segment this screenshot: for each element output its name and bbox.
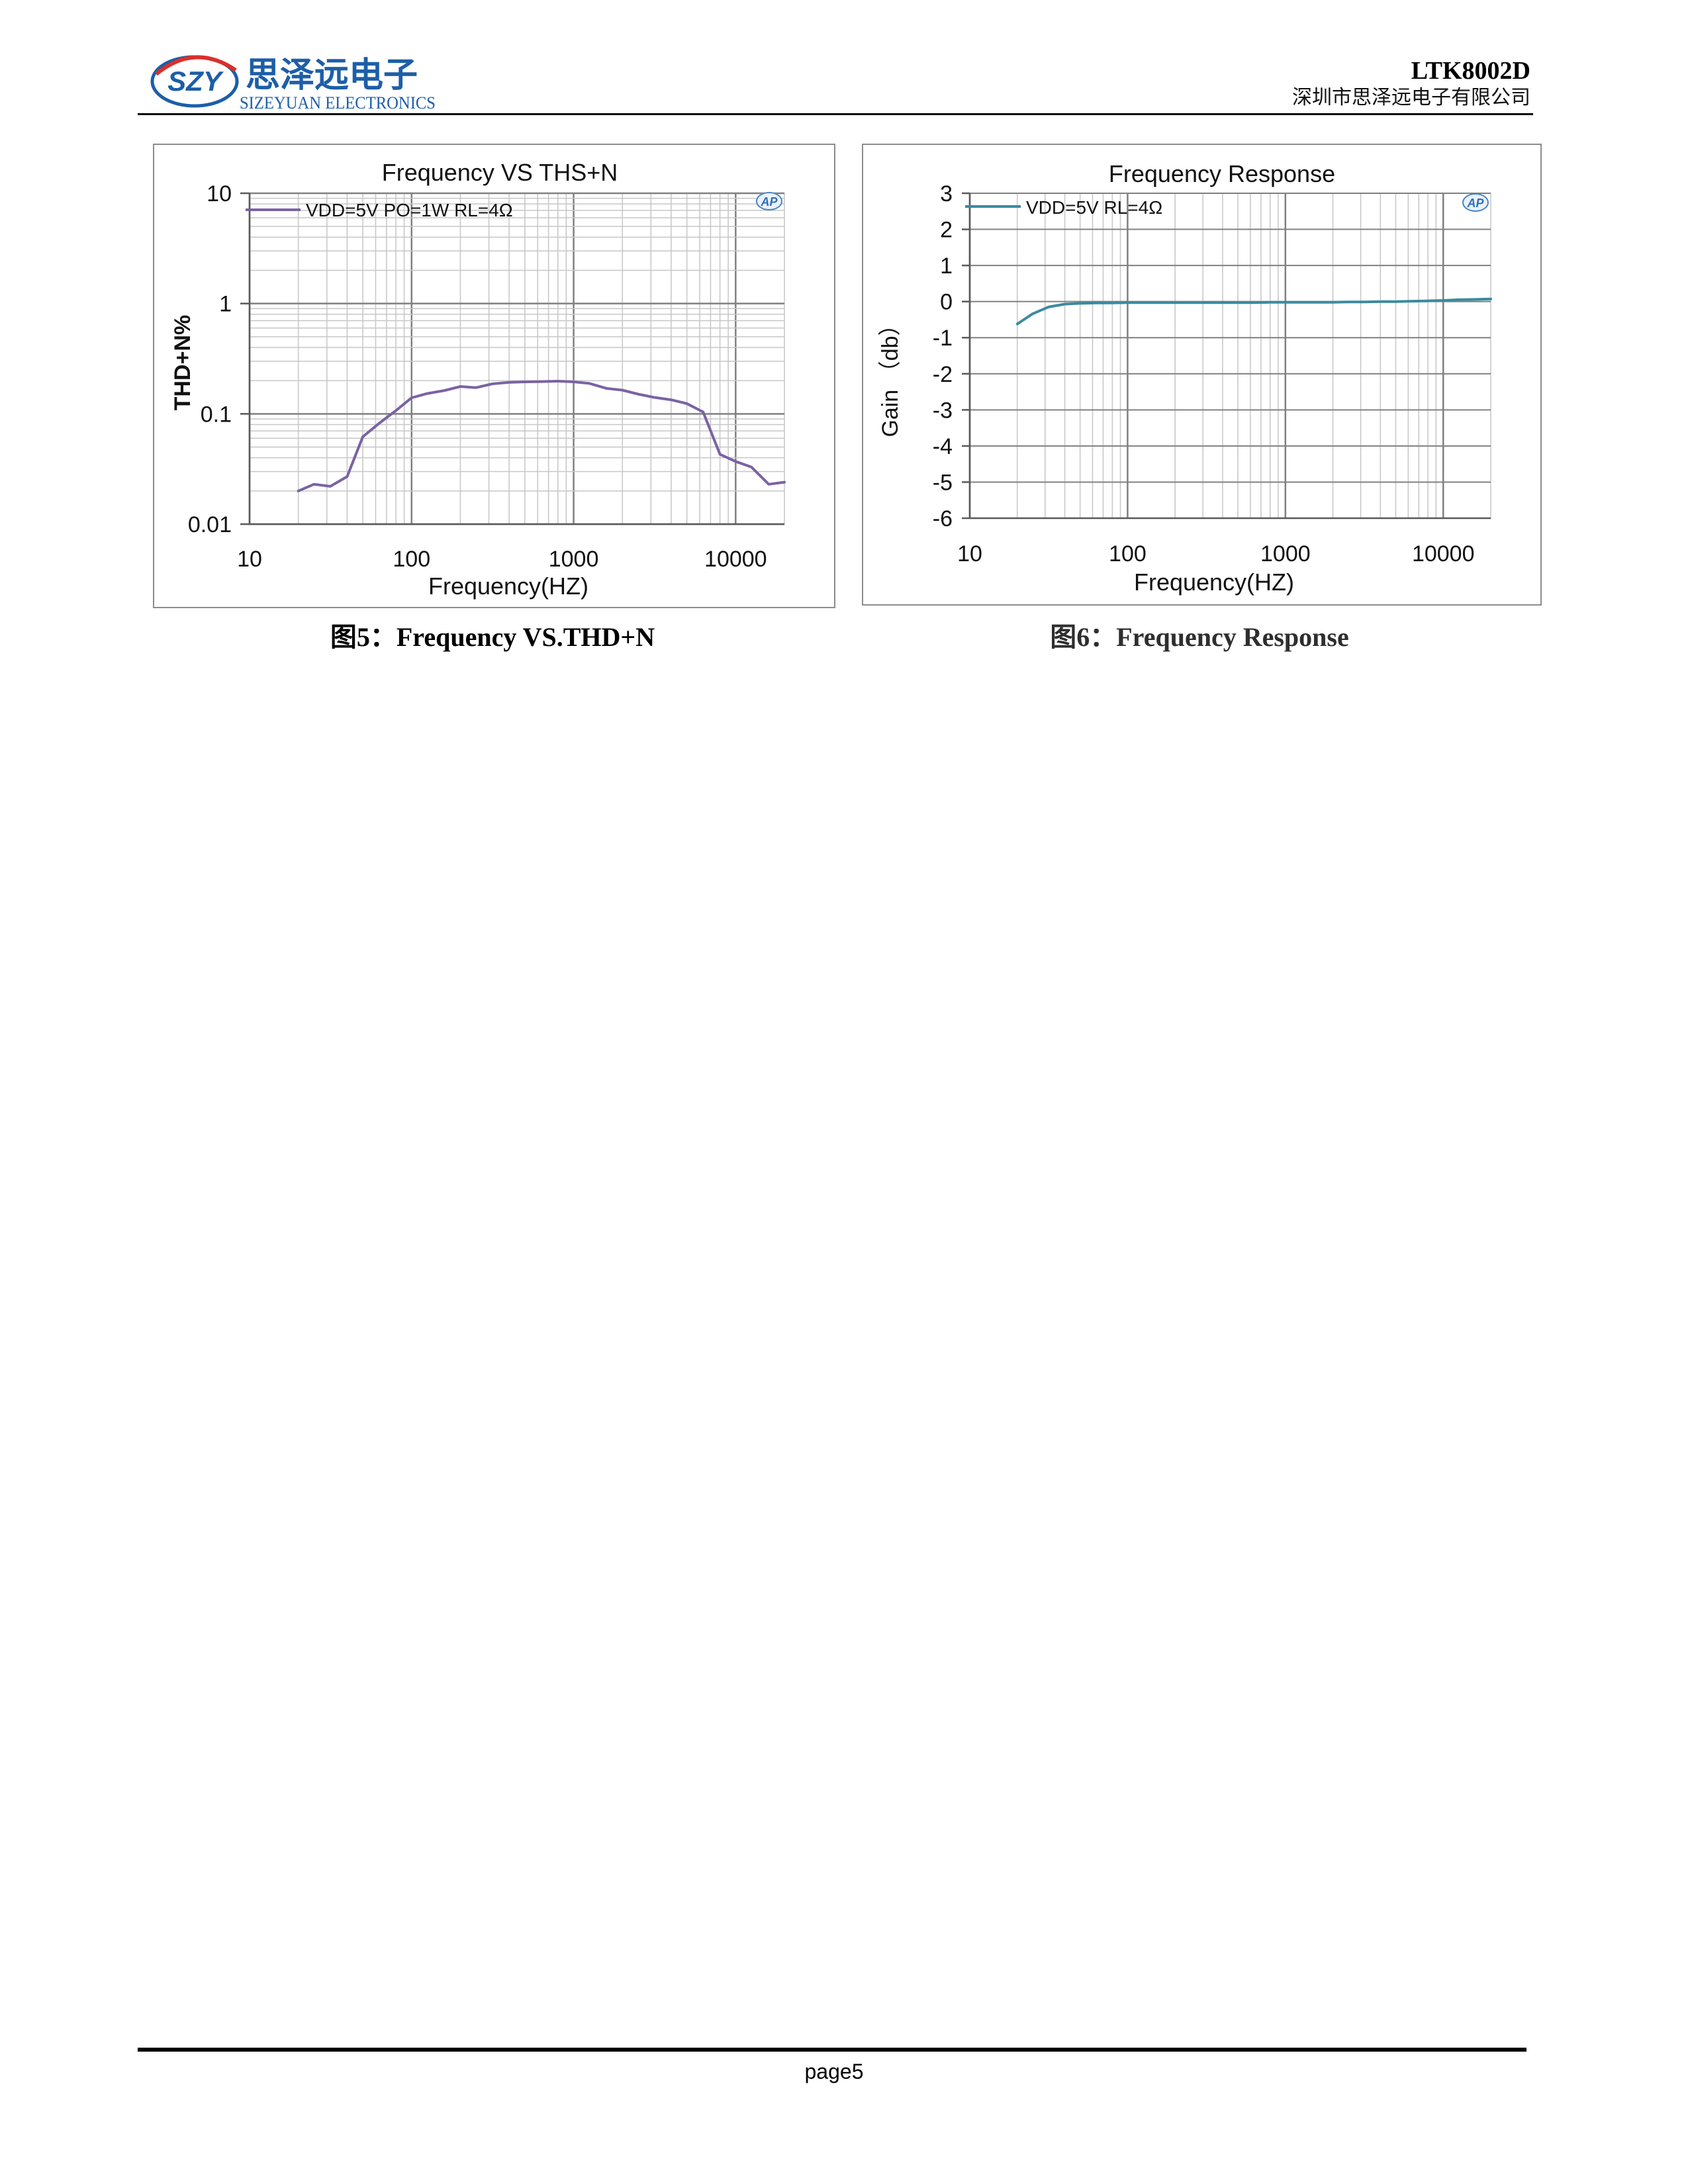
x-axis-title: Frequency(HZ) <box>428 572 588 600</box>
x-tick-label: 10 <box>957 541 982 567</box>
x-tick-label: 100 <box>393 547 430 572</box>
y-tick-label: 10 <box>207 181 232 206</box>
y-tick-label: 2 <box>940 218 953 243</box>
y-axis-title: THD+N% <box>170 315 195 411</box>
y-axis-title: Gain （db） <box>878 313 903 437</box>
x-tick-label: 10 <box>237 547 262 572</box>
y-tick-label: -3 <box>933 398 953 423</box>
y-tick-label: 1 <box>219 292 232 317</box>
ap-logo-text: AP <box>1466 197 1484 210</box>
logo-swoosh <box>155 55 237 76</box>
ap-logo-text: AP <box>760 195 778 208</box>
y-tick-label: -5 <box>933 470 953 495</box>
x-tick-label: 10000 <box>704 547 767 572</box>
y-tick-label: -4 <box>933 434 953 459</box>
y-tick-label: 0.01 <box>188 512 232 537</box>
x-tick-label: 100 <box>1109 541 1147 567</box>
ap-logo-ring <box>756 192 782 210</box>
ap-logo: AP <box>1462 193 1489 212</box>
figure-6-caption: 图6：Frequency Response <box>1050 622 1349 652</box>
page-number: page5 <box>804 2060 864 2083</box>
footer-rule <box>138 2048 1526 2052</box>
x-tick-label: 10000 <box>1412 541 1475 567</box>
company-name: 深圳市思泽远电子有限公司 <box>1292 87 1530 109</box>
series-line <box>1015 297 1492 326</box>
x-tick-label: 1000 <box>549 547 599 572</box>
series-line <box>297 379 786 492</box>
logo-mark-text: SZY <box>167 66 224 97</box>
y-tick-label: 3 <box>940 181 953 206</box>
y-tick-label: -1 <box>933 326 953 351</box>
y-tick-label: 0.1 <box>201 402 232 427</box>
chart-frame <box>153 144 835 608</box>
header-rule <box>138 113 1533 115</box>
legend-label: VDD=5V PO=1W RL=4Ω <box>306 200 513 220</box>
y-tick-label: 1 <box>940 253 953 279</box>
y-tick-label: 0 <box>940 290 953 315</box>
chart-title: Frequency VS THS+N <box>382 159 618 186</box>
y-tick-label: -2 <box>933 362 953 387</box>
figure-5-caption: 图5：Frequency VS.THD+N <box>330 622 655 652</box>
y-tick-label: -6 <box>933 506 953 531</box>
chart-title: Frequency Response <box>1109 160 1335 187</box>
logo-cn-name: 思泽远电子 <box>246 56 418 95</box>
logo-en-name: SIZEYUAN ELECTRONICS <box>240 93 436 113</box>
x-axis-title: Frequency(HZ) <box>1134 569 1294 596</box>
company-logo: SZY 思泽远电子 SIZEYUAN ELECTRONICS <box>150 55 436 113</box>
part-number: LTK8002D <box>1411 57 1530 85</box>
x-tick-label: 1000 <box>1260 541 1311 567</box>
ap-logo-ring <box>1462 193 1489 212</box>
ap-logo: AP <box>756 192 782 210</box>
legend-label: VDD=5V RL=4Ω <box>1026 197 1162 218</box>
